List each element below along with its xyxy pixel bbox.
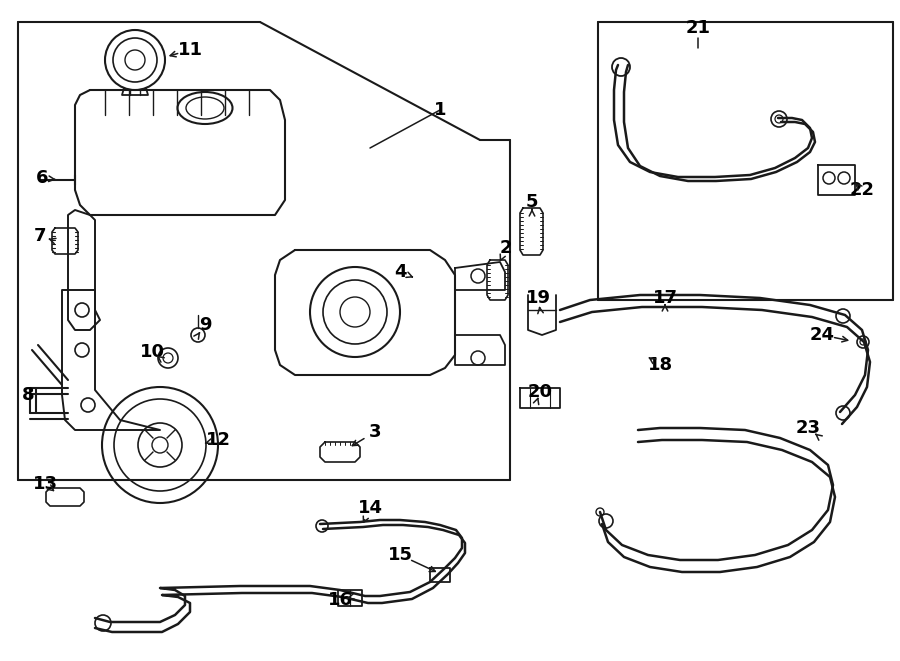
Text: 6: 6 [36,169,49,187]
Text: 15: 15 [388,546,412,564]
Text: 11: 11 [177,41,202,59]
Circle shape [105,30,165,90]
Text: 20: 20 [527,383,553,401]
Text: 24: 24 [809,326,834,344]
Text: 16: 16 [328,591,353,609]
Text: 4: 4 [394,263,406,281]
Text: 7: 7 [34,227,46,245]
Text: 23: 23 [796,419,821,437]
Text: 19: 19 [526,289,551,307]
Text: 2: 2 [500,239,512,257]
Text: 12: 12 [205,431,230,449]
Text: 17: 17 [652,289,678,307]
Text: 18: 18 [647,356,672,374]
Text: 14: 14 [357,499,382,517]
Text: 1: 1 [434,101,446,119]
Text: 5: 5 [526,193,538,211]
Text: 22: 22 [850,181,875,199]
Text: 10: 10 [140,343,165,361]
Text: 8: 8 [22,386,34,404]
Text: 13: 13 [32,475,58,493]
Text: 9: 9 [199,316,212,334]
Text: 21: 21 [686,19,710,37]
Text: 3: 3 [369,423,382,441]
